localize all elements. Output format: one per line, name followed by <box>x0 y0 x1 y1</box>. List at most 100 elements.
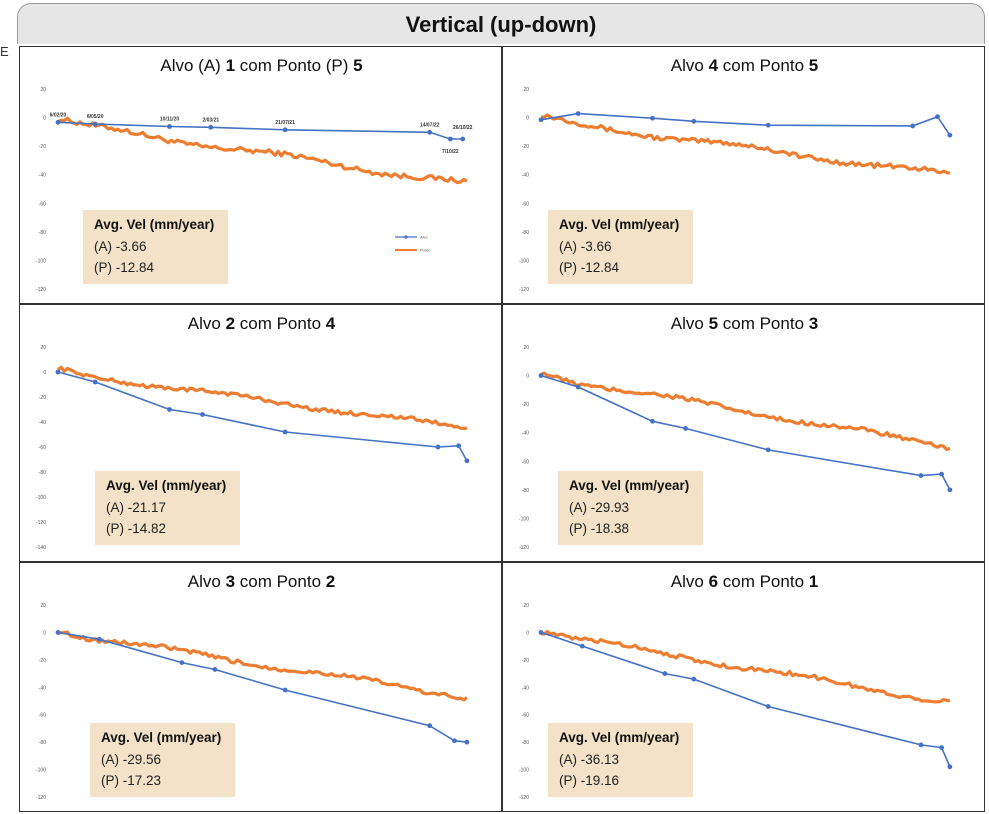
alvo-point <box>427 723 433 729</box>
alvo-point <box>282 429 288 435</box>
y-tick-label: 0 <box>526 116 529 122</box>
chart-3: Alvo 2 com Ponto 4 20 0 -20 -40 -60 -80 -100 -12… <box>36 314 470 551</box>
alvo-velocity-value: (A) -29.93 <box>569 500 630 515</box>
header-bar: Vertical (up-down) <box>17 3 985 44</box>
y-tick-label: -20 <box>522 144 529 150</box>
y-tick-label: -100 <box>36 495 46 501</box>
chart-title: Alvo 5 com Ponto 3 <box>671 314 818 333</box>
alvo-point <box>538 117 544 123</box>
chart-panel-4: Alvo 5 com Ponto 3 20 0 -20 -40 -60 -80 -100 -12… <box>502 304 985 562</box>
alvo-point <box>939 745 945 751</box>
ponto-series-line <box>57 116 468 185</box>
avg-velocity-heading: Avg. Vel (mm/year) <box>94 217 215 232</box>
alvo-point <box>167 407 172 412</box>
avg-velocity-heading: Avg. Vel (mm/year) <box>559 730 680 745</box>
alvo-point <box>179 660 185 665</box>
y-tick-label: 20 <box>40 87 46 93</box>
date-annotation: 6/02/20 <box>50 112 67 118</box>
y-tick-label: -20 <box>522 402 529 408</box>
y-tick-label: -80 <box>39 740 46 746</box>
alvo-series-line <box>540 631 951 768</box>
chart-panel-2: Alvo 4 com Ponto 5 20 0 -20 -40 -60 -80 -100 -12… <box>502 46 985 304</box>
y-tick-label: 0 <box>43 370 46 376</box>
avg-velocity-box: Avg. Vel (mm/year) (A) -36.13 (P) -19.16 <box>548 723 694 797</box>
chart-panel-3: Alvo 2 com Ponto 4 20 0 -20 -40 -60 -80 -100 -12… <box>19 304 502 562</box>
y-tick-label: -120 <box>519 545 529 551</box>
date-annotation: 14/07/22 <box>420 122 440 128</box>
y-tick-label: -60 <box>39 201 46 207</box>
y-tick-label: 0 <box>526 374 529 380</box>
alvo-point <box>691 118 697 124</box>
y-tick-label: -60 <box>39 445 46 451</box>
alvo-point <box>464 458 470 464</box>
y-tick-label: -100 <box>519 516 529 522</box>
y-tick-label: -20 <box>39 658 46 664</box>
date-annotation: 10/11/20 <box>160 117 179 123</box>
y-tick-label: -120 <box>36 795 46 801</box>
y-tick-label: -100 <box>519 768 529 774</box>
alvo-velocity-value: (A) -3.66 <box>94 239 147 254</box>
chart-2: Alvo 4 com Ponto 5 20 0 -20 -40 -60 -80 -100 -12… <box>519 56 953 293</box>
chart-title: Alvo 2 com Ponto 4 <box>188 314 336 333</box>
date-annotation: 7/10/22 <box>442 149 459 155</box>
alvo-point <box>579 643 585 649</box>
alvo-series-line <box>57 371 468 462</box>
alvo-point <box>55 369 61 375</box>
alvo-point <box>538 373 544 378</box>
ponto-velocity-value: (P) -14.82 <box>106 521 167 536</box>
y-tick-label: -80 <box>522 740 529 746</box>
y-tick-label: -60 <box>522 201 529 207</box>
alvo-point <box>910 123 916 129</box>
legend-ponto-label: Ponto <box>420 248 431 253</box>
chart-5: Alvo 3 com Ponto 2 20 0 -20 -40 -60 -80 -100 -12… <box>36 572 470 801</box>
avg-velocity-heading: Avg. Vel (mm/year) <box>569 478 690 493</box>
alvo-point <box>947 487 953 493</box>
date-annotation: 21/07/21 <box>275 120 295 126</box>
alvo-velocity-value: (A) -29.56 <box>101 752 162 767</box>
y-tick-label: -20 <box>39 395 46 401</box>
y-tick-label: -120 <box>519 287 529 293</box>
y-tick-label: 0 <box>43 116 46 122</box>
alvo-point <box>282 687 288 693</box>
y-tick-label: 20 <box>40 603 46 609</box>
avg-velocity-box: Avg. Vel (mm/year) (A) -29.93 (P) -18.38 <box>558 471 704 545</box>
y-tick-label: -100 <box>36 258 46 264</box>
y-tick-label: -20 <box>39 144 46 150</box>
chart-4: Alvo 5 com Ponto 3 20 0 -20 -40 -60 -80 -100 -12… <box>519 314 953 551</box>
alvo-point <box>918 473 924 478</box>
alvo-point <box>282 127 288 133</box>
ponto-series-line <box>57 630 468 702</box>
alvo-point <box>427 129 433 135</box>
ponto-velocity-value: (P) -18.38 <box>569 521 630 536</box>
y-tick-label: -120 <box>519 795 529 801</box>
y-tick-label: -40 <box>39 420 46 426</box>
alvo-point <box>683 426 688 431</box>
alvo-point <box>55 630 61 635</box>
alvo-point <box>939 471 945 477</box>
chart-panel-5: Alvo 3 com Ponto 2 20 0 -20 -40 -60 -80 -100 -12… <box>19 562 502 812</box>
alvo-point <box>662 671 668 676</box>
alvo-point <box>765 447 771 453</box>
alvo-series-line <box>57 631 467 743</box>
alvo-point <box>452 738 457 744</box>
alvo-point <box>935 114 940 120</box>
y-tick-label: -120 <box>36 287 46 293</box>
y-tick-label: -120 <box>36 520 46 526</box>
date-annotation: 2/03/21 <box>202 117 219 123</box>
y-tick-label: -80 <box>39 230 46 236</box>
ponto-series-line <box>57 365 467 431</box>
y-tick-label: 20 <box>523 603 529 609</box>
y-tick-label: 0 <box>43 630 46 636</box>
alvo-point <box>765 122 771 128</box>
y-tick-label: -40 <box>39 173 46 179</box>
y-tick-label: 0 <box>526 630 529 636</box>
avg-velocity-box: Avg. Vel (mm/year) (A) -3.66 (P) -12.84 <box>83 210 229 284</box>
alvo-point <box>96 636 102 642</box>
avg-velocity-heading: Avg. Vel (mm/year) <box>106 478 227 493</box>
y-tick-label: -40 <box>39 685 46 691</box>
y-tick-label: 20 <box>523 345 529 351</box>
alvo-velocity-value: (A) -36.13 <box>559 752 620 767</box>
y-tick-label: -80 <box>522 230 529 236</box>
y-tick-label: -100 <box>36 768 46 774</box>
avg-velocity-box: Avg. Vel (mm/year) (A) -3.66 (P) -12.84 <box>548 210 694 284</box>
